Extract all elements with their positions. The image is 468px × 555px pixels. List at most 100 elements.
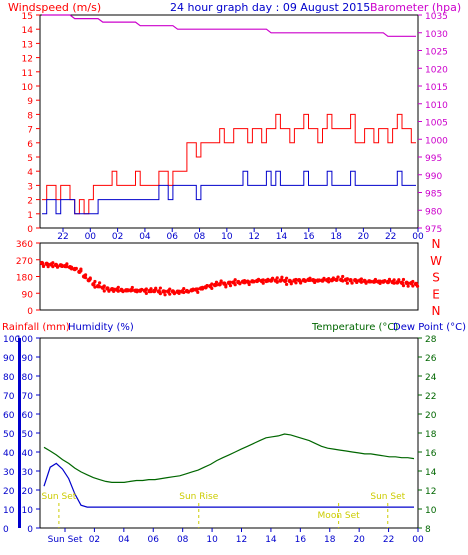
- direction-tick-label: 180: [16, 274, 33, 284]
- humidity-tick-label: 70: [22, 392, 34, 402]
- wind-tick-label: 4: [27, 168, 33, 178]
- bottom-tick-label: 06: [148, 535, 160, 545]
- direction-point: [74, 266, 78, 271]
- wind-tick-label: 3: [27, 182, 33, 192]
- rainfall-tick-label: 10: [3, 506, 15, 516]
- direction-point: [341, 279, 345, 283]
- bottom-tick-label: 18: [324, 535, 336, 545]
- wind-tick-label: 8: [27, 111, 33, 121]
- direction-point: [406, 284, 410, 288]
- wind-tick-label: 1: [27, 211, 33, 221]
- rainfall-tick-label: 50: [3, 430, 15, 440]
- direction-point: [39, 260, 45, 266]
- direction-point: [214, 280, 219, 284]
- event-label: Sun Set: [42, 492, 77, 502]
- rainfall-tick-label: 100: [3, 335, 20, 345]
- direction-point: [210, 282, 214, 286]
- direction-point: [392, 281, 396, 285]
- humidity-tick-label: 60: [22, 411, 34, 421]
- time-tick-label: 16: [303, 232, 315, 242]
- baro-tick-label: 985: [425, 190, 442, 200]
- humidity-tick-label: 20: [22, 487, 34, 497]
- direction-point: [93, 279, 97, 284]
- direction-point: [60, 264, 64, 269]
- direction-point: [140, 287, 144, 292]
- direction-point: [369, 280, 373, 284]
- direction-point: [350, 281, 354, 285]
- direction-point: [112, 289, 116, 293]
- temperature-tick-label: 22: [425, 392, 436, 402]
- rainfall-tick-label: 30: [3, 468, 15, 478]
- compass-label: E: [432, 287, 440, 301]
- baro-tick-label: 990: [425, 172, 442, 182]
- direction-point: [46, 262, 50, 267]
- baro-tick-label: 1010: [425, 101, 448, 111]
- direction-point: [79, 269, 83, 273]
- direction-tick-label: 360: [16, 240, 33, 250]
- wind-tick-label: 11: [22, 69, 33, 79]
- baro-tick-label: 1005: [425, 119, 448, 129]
- direction-point: [91, 282, 96, 287]
- baro-tick-label: 975: [425, 225, 442, 235]
- temperature-tick-label: 18: [425, 430, 437, 440]
- direction-point: [308, 278, 312, 283]
- rainfall-tick-label: 60: [3, 411, 15, 421]
- time-tick-label: 08: [194, 232, 206, 242]
- direction-point: [378, 281, 382, 285]
- direction-point: [415, 284, 420, 288]
- direction-point: [336, 275, 340, 279]
- baro-tick-label: 1020: [425, 65, 448, 75]
- rainfall-label: Rainfall (mm): [2, 322, 70, 333]
- temperature-tick-label: 10: [425, 506, 437, 516]
- humidity-tick-label: 80: [22, 373, 34, 383]
- direction-point: [261, 281, 265, 285]
- direction-point: [149, 287, 153, 291]
- humidity-tick-label: 30: [22, 468, 34, 478]
- dew-point-label: Dew Point (°C): [393, 322, 466, 333]
- direction-point: [186, 289, 191, 294]
- direction-point: [406, 281, 410, 285]
- direction-point: [238, 282, 242, 286]
- direction-point: [126, 289, 130, 293]
- time-tick-label: 06: [167, 232, 179, 242]
- temperature-tick-label: 20: [425, 411, 437, 421]
- direction-point: [359, 277, 363, 281]
- rainfall-tick-label: 70: [3, 392, 15, 402]
- bottom-tick-label: 00: [412, 535, 424, 545]
- direction-point: [154, 286, 158, 290]
- direction-point: [65, 265, 69, 269]
- direction-point: [373, 280, 378, 284]
- humidity-tick-label: 100: [16, 335, 33, 345]
- direction-point: [331, 276, 335, 280]
- direction-point: [196, 287, 200, 291]
- compass-label: S: [432, 271, 440, 285]
- rainfall-tick-label: 90: [3, 354, 15, 364]
- direction-point: [313, 278, 317, 282]
- time-tick-label: 12: [248, 232, 259, 242]
- time-tick-label: 14: [276, 232, 288, 242]
- direction-point: [327, 276, 331, 281]
- wind-tick-label: 10: [22, 83, 34, 93]
- right-title: Barometer (hpa): [370, 1, 461, 14]
- time-tick-label: 00: [85, 232, 97, 242]
- direction-point: [182, 290, 186, 295]
- direction-point: [411, 279, 415, 284]
- direction-point: [294, 277, 298, 282]
- direction-point: [172, 292, 176, 296]
- direction-point: [51, 265, 55, 269]
- direction-point: [401, 277, 406, 282]
- direction-point: [348, 278, 353, 283]
- direction-point: [399, 280, 405, 286]
- direction-point: [345, 281, 349, 285]
- wind-tick-label: 6: [27, 140, 33, 150]
- direction-point: [387, 278, 392, 283]
- bottom-tick-label: 22: [383, 535, 394, 545]
- wind-tick-label: 5: [27, 154, 33, 164]
- direction-point: [65, 262, 69, 266]
- bottom-tick-label: 16: [295, 535, 307, 545]
- direction-point: [144, 287, 148, 291]
- direction-point: [219, 279, 223, 283]
- direction-point: [214, 283, 219, 287]
- baro-tick-label: 1030: [425, 30, 448, 40]
- wind-tick-label: 12: [22, 55, 33, 65]
